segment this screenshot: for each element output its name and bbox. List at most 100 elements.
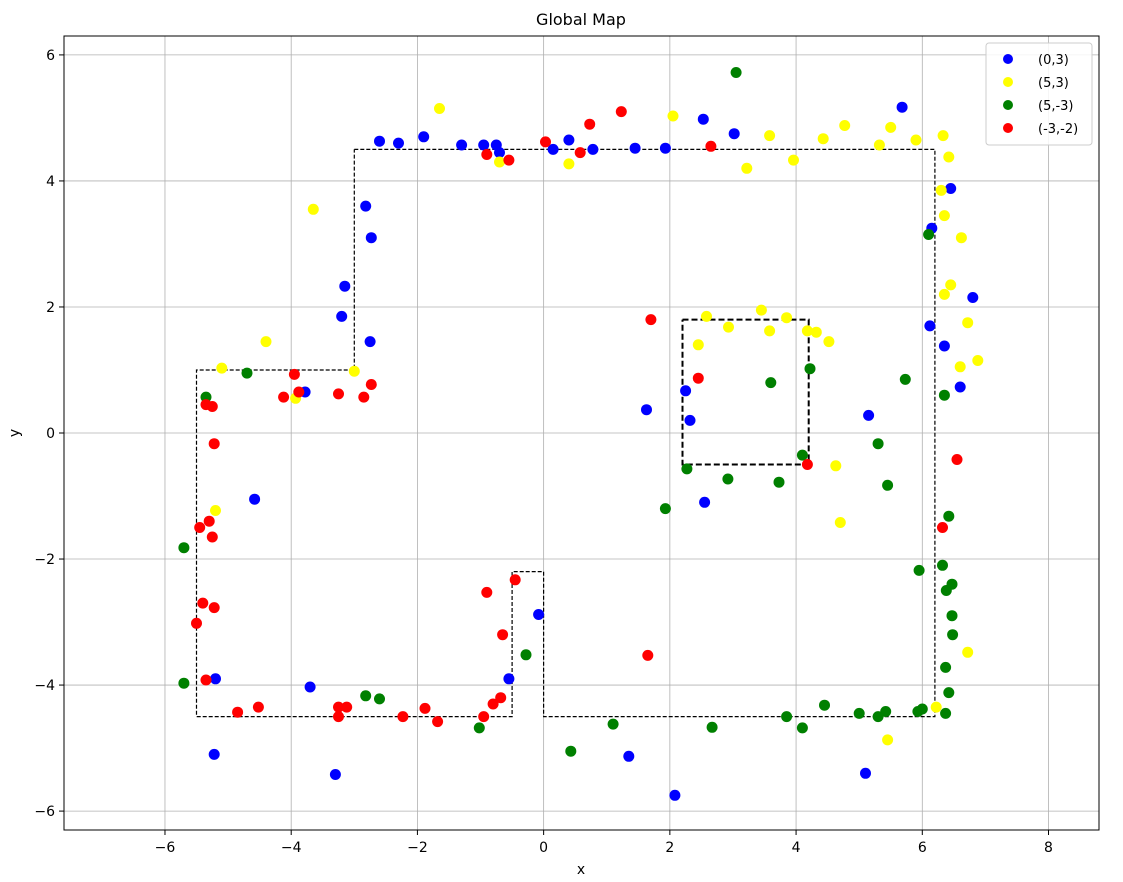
scatter-point [773,476,785,488]
scatter-point [764,325,776,337]
scatter-point [418,131,430,143]
scatter-point [206,531,218,543]
scatter-point [216,362,228,374]
scatter-point [938,389,950,401]
scatter-point [329,769,341,780]
scatter-point [913,564,925,576]
scatter-point [360,690,372,702]
scatter-point [730,67,742,78]
scatter-point [728,128,740,140]
scatter-point [684,414,696,426]
scatter-point [565,745,577,757]
scatter-point [853,707,865,719]
x-tick-label: 0 [539,840,548,856]
scatter-point [896,101,908,113]
scatter-point [722,473,734,485]
scatter-point [293,386,305,398]
legend: (0,3) (5,3) (5,-3) (-3,-2) [985,42,1093,146]
scatter-point [563,134,575,146]
scatter-point [947,629,959,641]
scatter-point [478,139,490,151]
legend-box [985,42,1093,146]
scatter-point [659,503,671,515]
scatter-point [341,701,353,713]
scatter-point [584,118,596,130]
x-tick-label: −4 [281,840,302,856]
axis-ticks: −6 −4 −2 0 2 4 6 8 −6 −4 −2 0 2 4 6 [34,48,1053,856]
scatter-point [839,120,851,131]
legend-label: (0,3) [1038,53,1069,68]
scatter-point [940,707,952,719]
scatter-point [681,463,693,475]
scatter-point [885,121,897,133]
scatter-point [937,522,948,533]
scatter-point [419,702,431,714]
scatter-point [943,510,955,522]
scatter-point [456,139,468,151]
scatter-point [260,336,272,348]
scatter-point [945,279,957,291]
scatter-point [823,336,835,348]
scatter-point [882,479,894,491]
scatter-point [863,409,875,421]
scatter-point [374,693,385,705]
scatter-point [203,515,215,527]
scatter-point [278,391,290,403]
scatter-point [659,142,671,154]
scatter-point [307,203,319,215]
scatter-point [333,711,344,723]
scatter-point [796,449,808,461]
legend-label: (5,-3) [1038,99,1074,114]
scatter-point [669,789,681,801]
scatter-point [817,133,829,145]
legend-marker [1003,77,1013,87]
scatter-point [210,505,221,516]
scatter-point [955,232,967,244]
legend-marker [1003,100,1013,110]
scatter-point [954,361,966,373]
series-3 [191,106,963,728]
scatter-point [899,373,911,385]
scatter-point [834,517,846,528]
scatter-point [478,711,490,723]
scatter-point [503,673,515,685]
scatter-point [497,629,509,641]
scatter-point [781,312,793,324]
scatter-point [641,404,652,416]
x-tick-label: −2 [407,840,428,856]
scatter-point [208,748,220,760]
y-tick-label: −6 [34,804,55,820]
scatter-point [706,721,718,733]
scatter-point [804,363,816,375]
scatter-point [304,681,316,693]
y-tick-label: −2 [34,552,55,568]
scatter-point [764,130,776,142]
scatter-point [623,750,635,762]
scatter-point [755,304,767,316]
scatter-point [940,661,952,673]
scatter-point [943,687,955,699]
scatter-point [232,706,244,718]
scatter-point [178,677,190,689]
scatter-point [788,154,799,166]
scatter-point [194,522,206,533]
scatter-point [252,701,264,713]
scatter-point [208,602,220,614]
scatter-point [339,280,351,292]
x-tick-label: 2 [665,840,674,856]
scatter-point [197,597,209,609]
scatter-point [360,200,372,212]
scatter-point [923,229,935,240]
scatter-point [680,385,692,397]
legend-marker [1003,54,1013,64]
scatter-point [701,310,712,322]
scatter-point [938,210,950,222]
scatter-point [938,340,950,352]
scatter-point [397,711,409,723]
scatter-point [503,154,515,166]
scatter-point [967,292,979,303]
y-tick-label: 6 [46,48,55,64]
scatter-point [938,288,950,300]
scatter-point [937,130,949,142]
